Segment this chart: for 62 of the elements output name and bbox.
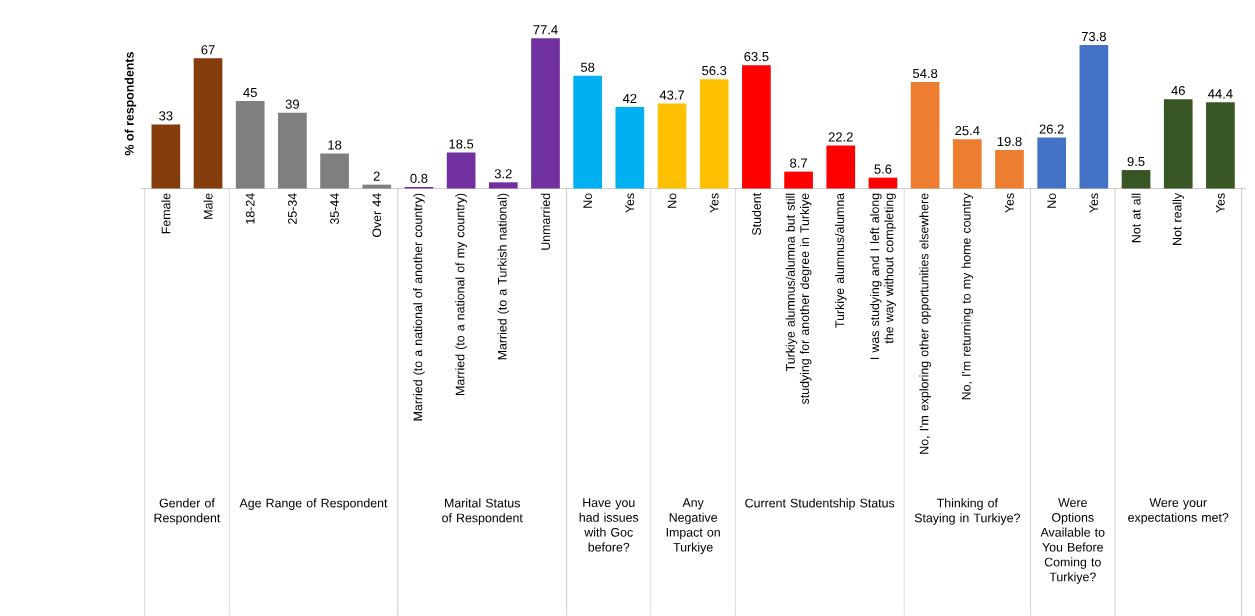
x-tick-label: Turkiye alumnus/alumna — [835, 193, 847, 328]
data-label: 56.3 — [702, 66, 727, 76]
data-label: 25.4 — [955, 126, 980, 136]
x-tick-label: No, I'm exploring other opportunities elsewhere — [919, 193, 931, 454]
data-label: 45 — [243, 88, 257, 98]
x-tick-label: 35-44 — [330, 193, 339, 225]
data-label: 43.7 — [659, 90, 685, 100]
data-label: 42 — [622, 94, 637, 104]
data-label: 8.7 — [790, 158, 807, 168]
data-label: 3.2 — [494, 169, 512, 179]
data-label: 22.2 — [828, 132, 853, 142]
data-label: 63.5 — [744, 52, 769, 62]
data-label: 54.8 — [913, 69, 938, 79]
x-tick-label: No — [583, 193, 592, 208]
data-label: 58 — [580, 62, 595, 72]
x-tick-label: I was studying and I left along the way without completing — [870, 193, 896, 360]
x-tick-label: Turkiye alumnus/alumna but still studying for another degree in Turkiye — [785, 193, 812, 405]
text: Current Studentship Status — [745, 498, 895, 511]
data-label: 2 — [373, 171, 380, 181]
x-tick-label: Not at all — [1131, 193, 1141, 243]
data-label: 18 — [328, 140, 342, 150]
x-tick-label: Not really — [1172, 193, 1184, 246]
x-tick-label: Yes — [1005, 193, 1014, 213]
x-tick-label: Yes — [1089, 193, 1099, 213]
text: Marital Status of Respondent — [442, 498, 523, 525]
text: Any Negative Impact on Turkiye — [666, 498, 720, 555]
data-label: 9.5 — [1127, 157, 1145, 167]
data-label: 5.6 — [874, 164, 892, 174]
text: Were Options Available to You Before Coming to Turkiye? — [1040, 498, 1105, 584]
x-tick-label: No — [1047, 193, 1056, 208]
data-label: 0.8 — [410, 173, 428, 184]
x-tick-label: Unmarried — [540, 193, 551, 250]
x-tick-label: 25-34 — [288, 193, 297, 225]
x-tick-label: Married (to a national of my country) — [455, 193, 467, 396]
data-label: 39 — [285, 99, 299, 109]
text: Were your expectations met? — [1128, 498, 1229, 525]
text: Age Range of Respondent — [239, 498, 388, 511]
x-tick-label: Yes — [1216, 193, 1225, 213]
y-axis-title: % of respondents — [124, 52, 137, 156]
x-tick-label: Married (to a Turkish national) — [497, 193, 510, 360]
x-tick-label: Student — [751, 193, 761, 236]
data-label: 26.2 — [1039, 124, 1064, 134]
text: Thinking of Staying in Turkiye? — [914, 498, 1020, 525]
x-tick-label: No, I'm returning to my home country — [961, 193, 974, 400]
data-label: 18.5 — [449, 139, 474, 149]
x-tick-label: No — [667, 193, 677, 208]
x-tick-label: Over 44 — [372, 193, 382, 238]
data-label: 73.8 — [1081, 32, 1106, 42]
data-label: 33 — [159, 111, 173, 121]
text: Have you had issues with Goc before? — [579, 498, 639, 552]
x-tick-label: 18-24 — [245, 193, 255, 224]
x-tick-label: Female — [161, 193, 171, 234]
data-label: 67 — [201, 45, 215, 55]
x-tick-label: Married (to a national of another country) — [413, 193, 425, 421]
x-tick-label: Yes — [625, 193, 635, 213]
data-label: 46 — [1171, 86, 1185, 96]
data-label: 77.4 — [533, 25, 558, 35]
text: Gender of Respondent — [154, 498, 221, 525]
x-tick-label: Yes — [709, 193, 719, 213]
data-label: 19.8 — [997, 137, 1022, 147]
x-tick-label: Male — [203, 193, 213, 219]
data-label: 44.4 — [1208, 89, 1233, 99]
